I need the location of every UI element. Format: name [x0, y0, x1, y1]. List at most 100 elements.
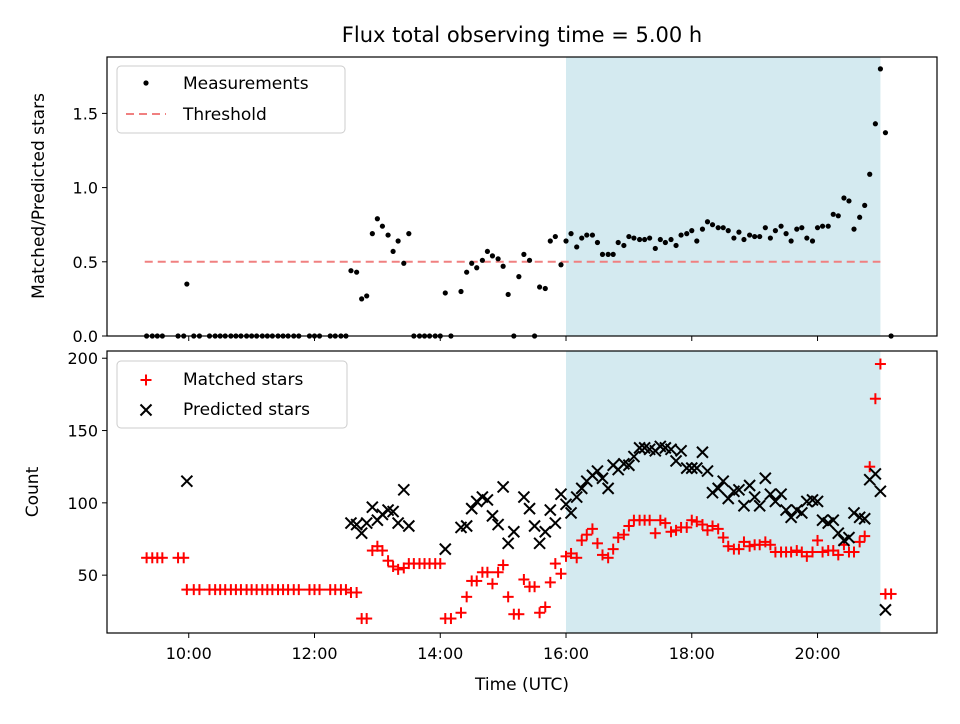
measurement-point	[715, 225, 721, 231]
predicted-star-point	[711, 482, 725, 495]
top-legend-box	[116, 65, 346, 134]
matched-star-point	[156, 552, 168, 564]
matched-star-point	[602, 552, 614, 564]
matched-star-point	[644, 514, 656, 526]
x-stroke-b	[696, 446, 709, 459]
matched-star-point	[812, 534, 824, 546]
measurement-point	[835, 213, 841, 219]
observing-window-shade-bottom	[566, 351, 881, 633]
measurement-point	[783, 231, 789, 237]
measurement-point	[809, 238, 816, 244]
x-stroke-b	[397, 483, 410, 497]
measurement-point	[458, 288, 464, 295]
matched-star-point	[549, 558, 561, 570]
measurement-point	[594, 239, 601, 246]
measurement-point	[474, 265, 480, 271]
measurement-point	[642, 236, 648, 243]
measurement-point	[652, 245, 658, 252]
top-y-ticks: 0.0 0.5 1.0 1.5	[73, 104, 107, 346]
legend-x	[139, 403, 153, 417]
measurement-point	[709, 222, 716, 228]
top-y-tick-label: 1.0	[73, 179, 98, 198]
predicted-star-point	[696, 446, 709, 459]
bottom-x-tick-label: 10:00	[166, 644, 212, 663]
measurement-point	[610, 251, 616, 257]
matched-star-point	[376, 545, 388, 557]
bottom-y-tick-label: 200	[67, 349, 98, 368]
measurement-point	[725, 228, 731, 234]
measurement-point	[877, 66, 884, 72]
measurement-point	[799, 225, 805, 231]
measurement-point	[657, 236, 663, 243]
matched-star-point	[492, 566, 504, 578]
predicted-star-point	[664, 443, 678, 456]
predicted-star-point	[869, 467, 882, 481]
measurement-point	[479, 257, 485, 263]
x-stroke-b	[528, 519, 541, 533]
predicted-star-point	[507, 525, 521, 538]
x-stroke-b	[544, 503, 557, 517]
matched-star-point	[696, 519, 708, 531]
bottom-panel: 50 100 150 200 10:00 12:00 14:00 16:00 18:00 20:…	[23, 349, 938, 695]
measurement-point	[495, 256, 501, 262]
predicted-star-point	[554, 487, 568, 501]
measurement-point	[636, 236, 643, 243]
matched-star-point	[649, 527, 661, 539]
predicted-star-point	[366, 500, 379, 514]
measurement-point	[841, 195, 847, 201]
measurements-marks	[144, 66, 894, 339]
measurement-point	[772, 228, 779, 234]
legend-matched-label: Matched stars	[183, 370, 303, 390]
matched-star-point	[502, 591, 514, 603]
chart-title: Flux total observing time = 5.00 h	[342, 23, 702, 47]
measurement-point	[568, 231, 574, 237]
predicted-star-point	[717, 474, 730, 488]
matched-star-point	[691, 516, 703, 528]
legend-plus	[140, 374, 152, 386]
measurement-point	[668, 236, 674, 243]
predicted-star-point	[481, 493, 494, 507]
bottom-axes-frame	[106, 350, 938, 634]
x-stroke-b	[391, 516, 405, 530]
matched-star-point	[744, 540, 756, 552]
predicted-star-point	[386, 505, 400, 518]
x-stroke-b	[690, 461, 704, 475]
measurement-point	[741, 236, 747, 243]
x-stroke-b	[575, 482, 588, 495]
x-stroke-b	[832, 527, 845, 540]
measurement-point	[788, 238, 794, 244]
x-stroke-b	[759, 472, 772, 485]
x-stroke-b	[858, 512, 871, 525]
legend-matched-marker	[140, 374, 152, 386]
x-stroke-b	[591, 464, 604, 478]
x-stroke-b	[737, 499, 751, 512]
x-stroke-b	[622, 459, 636, 472]
x-stroke-b	[659, 441, 672, 455]
matched-star-point	[596, 549, 608, 561]
x-stroke-b	[869, 467, 882, 481]
predicted-star-point	[874, 485, 887, 498]
predicted-star-point	[533, 537, 546, 550]
measurement-point	[647, 235, 653, 241]
x-stroke-b	[460, 519, 473, 533]
bottom-legend: Matched stars Predicted stars	[116, 360, 348, 429]
matched-star-point	[717, 532, 729, 544]
matched-star-point	[529, 581, 541, 593]
matched-star-point	[785, 546, 797, 558]
measurement-point	[872, 121, 878, 127]
predicted-star-point	[832, 527, 845, 540]
matched-star-point	[623, 520, 635, 532]
x-stroke-b	[680, 461, 693, 475]
x-stroke-b	[617, 457, 631, 471]
matched-star-point	[351, 587, 363, 599]
predicted-star-point	[669, 454, 683, 468]
predicted-star-point	[827, 513, 840, 527]
measurement-point	[694, 238, 700, 244]
predicted-star-point	[523, 502, 536, 515]
matched-star-point	[565, 547, 577, 559]
predicted-star-point	[575, 482, 588, 495]
measurement-point	[563, 238, 569, 244]
matched-star-point	[612, 532, 624, 544]
predicted-star-point	[491, 518, 505, 531]
predicted-star-point	[539, 525, 552, 538]
